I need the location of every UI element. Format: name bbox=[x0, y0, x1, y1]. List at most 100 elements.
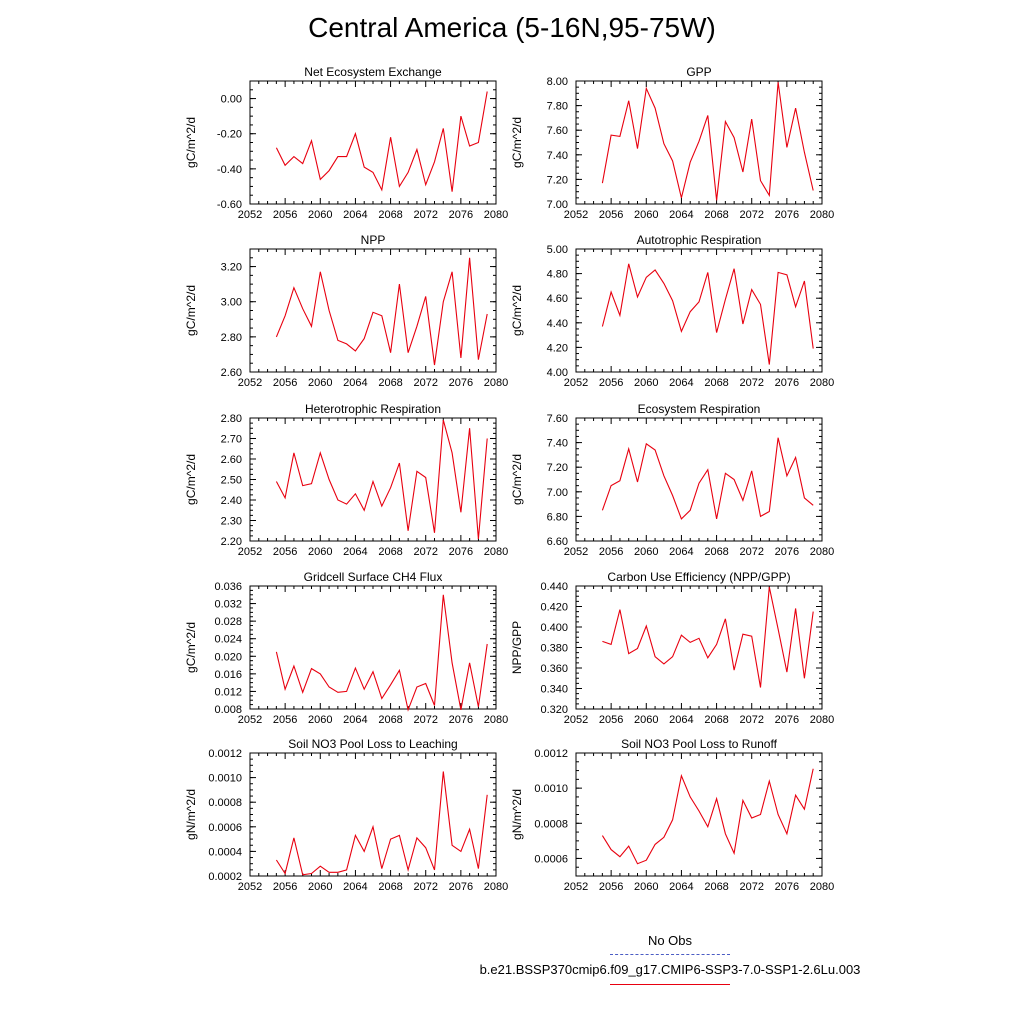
x-tick-label: 2072 bbox=[739, 209, 763, 221]
x-tick-label: 2076 bbox=[775, 714, 799, 726]
x-tick-label: 2068 bbox=[704, 714, 728, 726]
panel-title: Carbon Use Efficiency (NPP/GPP) bbox=[607, 570, 790, 584]
x-tick-label: 2068 bbox=[704, 546, 728, 558]
y-tick-label: 0.00 bbox=[221, 94, 242, 106]
y-tick-label: 0.400 bbox=[540, 622, 568, 634]
y-axis-label: gC/m^2/d bbox=[510, 454, 524, 505]
x-tick-label: 2068 bbox=[704, 881, 728, 893]
x-tick-label: 2064 bbox=[343, 714, 367, 726]
panel-title: Autotrophic Respiration bbox=[637, 233, 762, 247]
y-tick-label: 2.40 bbox=[221, 495, 242, 507]
y-tick-label: 0.360 bbox=[540, 663, 568, 675]
x-tick-label: 2056 bbox=[273, 209, 297, 221]
y-tick-label: 6.60 bbox=[547, 536, 568, 548]
chart-panel: Net Ecosystem Exchange gC/m^2/d 2052 2056 20… bbox=[184, 65, 508, 221]
y-tick-label: 0.012 bbox=[214, 686, 242, 698]
x-tick-label: 2064 bbox=[669, 546, 693, 558]
x-tick-label: 2076 bbox=[449, 209, 473, 221]
panel-title: Ecosystem Respiration bbox=[638, 402, 761, 416]
x-tick-label: 2080 bbox=[810, 714, 834, 726]
plot-frame bbox=[249, 417, 497, 542]
x-tick-label: 2076 bbox=[449, 714, 473, 726]
plot-frame bbox=[575, 585, 823, 710]
y-tick-label: 0.0012 bbox=[208, 748, 242, 760]
y-tick-label: 4.40 bbox=[547, 318, 568, 330]
y-tick-label: 6.80 bbox=[547, 511, 568, 523]
y-tick-label: 0.016 bbox=[214, 669, 242, 681]
x-tick-label: 2056 bbox=[273, 881, 297, 893]
panel-title: Gridcell Surface CH4 Flux bbox=[304, 570, 443, 584]
legend-obs-line bbox=[610, 954, 730, 955]
x-tick-label: 2064 bbox=[343, 546, 367, 558]
series-line bbox=[275, 419, 488, 540]
plot-frame bbox=[575, 417, 823, 542]
x-tick-label: 2056 bbox=[599, 714, 623, 726]
y-tick-label: 4.80 bbox=[547, 269, 568, 281]
y-tick-label: 2.50 bbox=[221, 475, 242, 487]
y-tick-label: 3.00 bbox=[221, 297, 242, 309]
x-tick-label: 2060 bbox=[634, 377, 658, 389]
series-line bbox=[601, 768, 814, 865]
panel-title: Soil NO3 Pool Loss to Leaching bbox=[288, 737, 457, 751]
x-tick-label: 2052 bbox=[238, 377, 262, 389]
x-tick-label: 2064 bbox=[343, 881, 367, 893]
y-tick-label: 3.20 bbox=[221, 262, 242, 274]
y-tick-label: 2.30 bbox=[221, 516, 242, 528]
y-tick-label: 7.20 bbox=[547, 174, 568, 186]
y-tick-label: 0.0006 bbox=[208, 822, 242, 834]
x-tick-label: 2080 bbox=[484, 546, 508, 558]
x-tick-label: 2072 bbox=[413, 377, 437, 389]
y-tick-label: 0.0004 bbox=[208, 846, 242, 858]
x-tick-label: 2056 bbox=[599, 377, 623, 389]
plot-frame bbox=[249, 585, 497, 710]
x-tick-label: 2060 bbox=[308, 881, 332, 893]
x-tick-label: 2056 bbox=[599, 209, 623, 221]
x-tick-label: 2060 bbox=[634, 209, 658, 221]
x-tick-label: 2056 bbox=[599, 546, 623, 558]
y-tick-label: 0.0012 bbox=[534, 748, 568, 760]
y-axis-label: NPP/GPP bbox=[510, 621, 524, 674]
y-tick-label: -0.20 bbox=[217, 129, 242, 141]
y-tick-label: 0.380 bbox=[540, 643, 568, 655]
y-tick-label: 2.60 bbox=[221, 367, 242, 379]
x-tick-label: 2060 bbox=[308, 546, 332, 558]
y-tick-label: 2.70 bbox=[221, 434, 242, 446]
x-tick-label: 2072 bbox=[739, 714, 763, 726]
chart-panel: Heterotrophic Respiration gC/m^2/d 2052 205… bbox=[184, 402, 508, 558]
chart-panel: Carbon Use Efficiency (NPP/GPP) NPP/GPP 20… bbox=[510, 570, 834, 726]
x-tick-label: 2056 bbox=[273, 546, 297, 558]
x-tick-label: 2056 bbox=[273, 377, 297, 389]
series-line bbox=[275, 257, 488, 366]
x-tick-label: 2072 bbox=[739, 546, 763, 558]
y-tick-label: 2.60 bbox=[221, 454, 242, 466]
y-tick-label: 0.020 bbox=[214, 651, 242, 663]
x-tick-label: 2076 bbox=[775, 377, 799, 389]
x-tick-label: 2068 bbox=[378, 209, 402, 221]
x-tick-label: 2060 bbox=[634, 546, 658, 558]
y-axis-label: gC/m^2/d bbox=[510, 117, 524, 168]
x-tick-label: 2052 bbox=[564, 714, 588, 726]
x-tick-label: 2052 bbox=[238, 546, 262, 558]
y-axis-label: gC/m^2/d bbox=[184, 117, 198, 168]
y-tick-label: 5.00 bbox=[547, 244, 568, 256]
chart-panel: Autotrophic Respiration gC/m^2/d 2052 2056 2… bbox=[510, 233, 834, 389]
x-tick-label: 2076 bbox=[775, 209, 799, 221]
x-tick-label: 2080 bbox=[810, 881, 834, 893]
y-tick-label: 7.00 bbox=[547, 487, 568, 499]
x-tick-label: 2064 bbox=[343, 377, 367, 389]
y-tick-label: 2.80 bbox=[221, 413, 242, 425]
x-tick-label: 2076 bbox=[775, 881, 799, 893]
panel-title: Heterotrophic Respiration bbox=[305, 402, 441, 416]
figure-title: Central America (5-16N,95-75W) bbox=[308, 12, 716, 43]
y-tick-label: 0.340 bbox=[540, 684, 568, 696]
x-tick-label: 2068 bbox=[378, 377, 402, 389]
y-tick-label: 7.80 bbox=[547, 101, 568, 113]
y-tick-label: 0.0006 bbox=[534, 853, 568, 865]
chart-panel: Ecosystem Respiration gC/m^2/d 2052 2056 206… bbox=[510, 402, 834, 558]
y-tick-label: 7.00 bbox=[547, 199, 568, 211]
y-tick-label: 0.008 bbox=[214, 704, 242, 716]
y-tick-label: -0.40 bbox=[217, 164, 242, 176]
chart-panel: Gridcell Surface CH4 Flux gC/m^2/d 2052 205… bbox=[184, 570, 508, 726]
x-tick-label: 2052 bbox=[564, 377, 588, 389]
